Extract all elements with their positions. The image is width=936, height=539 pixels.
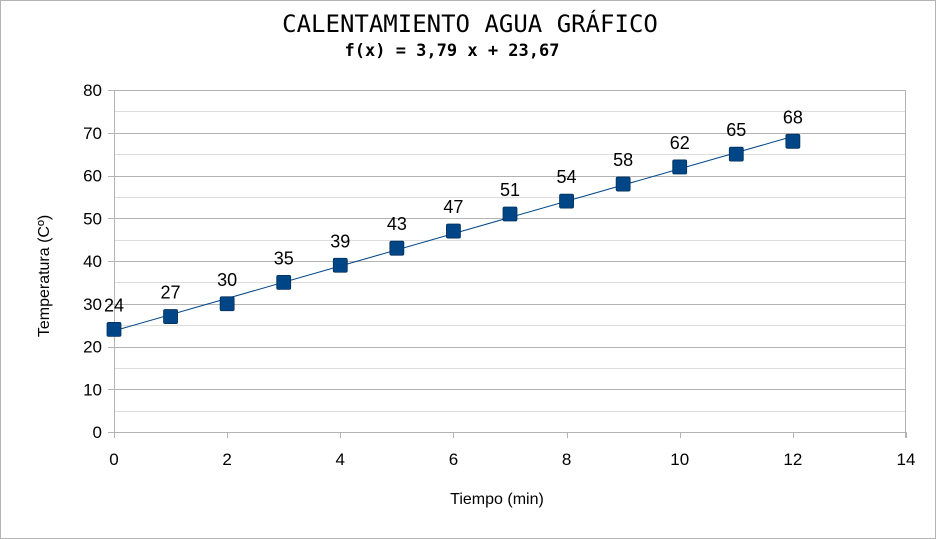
grid-layer	[114, 90, 906, 433]
data-point	[276, 274, 292, 290]
data-point	[672, 159, 688, 175]
data-label: 27	[161, 283, 181, 303]
data-label: 43	[387, 214, 407, 234]
y-axis-label: Temperatura (Cº)	[36, 215, 53, 337]
axis-layer	[108, 90, 907, 438]
chart-title: CALENTAMIENTO AGUA GRÁFICO	[282, 9, 658, 38]
data-point	[615, 176, 631, 192]
data-labels: 24 27 30 35 39 43 47 51 54 58 62 65 68	[104, 107, 803, 315]
data-label: 30	[217, 270, 237, 290]
x-axis-label: Tiempo (min)	[450, 491, 544, 508]
data-label: 62	[670, 133, 690, 153]
y-tick-label: 20	[83, 338, 102, 357]
x-tick-label: 10	[670, 450, 689, 469]
data-point	[446, 223, 461, 239]
x-tick-label: 14	[897, 450, 916, 469]
data-point	[106, 321, 122, 337]
y-tick-label: 70	[83, 124, 102, 143]
data-label: 65	[726, 120, 746, 140]
data-point	[389, 240, 405, 256]
data-label: 35	[274, 248, 294, 268]
data-points	[106, 133, 801, 337]
data-label: 24	[104, 295, 124, 315]
data-label: 58	[613, 150, 633, 170]
data-point	[219, 296, 235, 312]
data-label: 39	[330, 231, 350, 251]
x-tick-label: 8	[562, 450, 571, 469]
y-tick-label: 40	[83, 252, 102, 271]
x-tick-label: 2	[222, 450, 231, 469]
x-tick-label: 4	[336, 450, 345, 469]
y-tick-label: 30	[83, 295, 102, 314]
data-point	[785, 133, 801, 149]
chart-subtitle: f(x) = 3,79 x + 23,67	[345, 41, 560, 61]
data-label: 54	[557, 167, 577, 187]
y-tick-label: 10	[83, 380, 102, 399]
data-point	[332, 257, 348, 273]
x-tick-label: 12	[783, 450, 802, 469]
y-tick-label: 80	[83, 81, 102, 100]
data-label: 51	[500, 180, 520, 200]
x-tick-label: 6	[449, 450, 458, 469]
data-point	[728, 146, 744, 162]
data-point	[502, 206, 518, 222]
y-tick-label: 0	[93, 423, 102, 442]
x-tick-label: 0	[109, 450, 118, 469]
data-label: 47	[443, 197, 463, 217]
y-tick-label: 60	[83, 167, 102, 186]
data-point	[163, 309, 178, 324]
y-tick-label: 50	[83, 209, 102, 228]
data-point	[559, 193, 574, 209]
data-label: 68	[783, 107, 803, 127]
